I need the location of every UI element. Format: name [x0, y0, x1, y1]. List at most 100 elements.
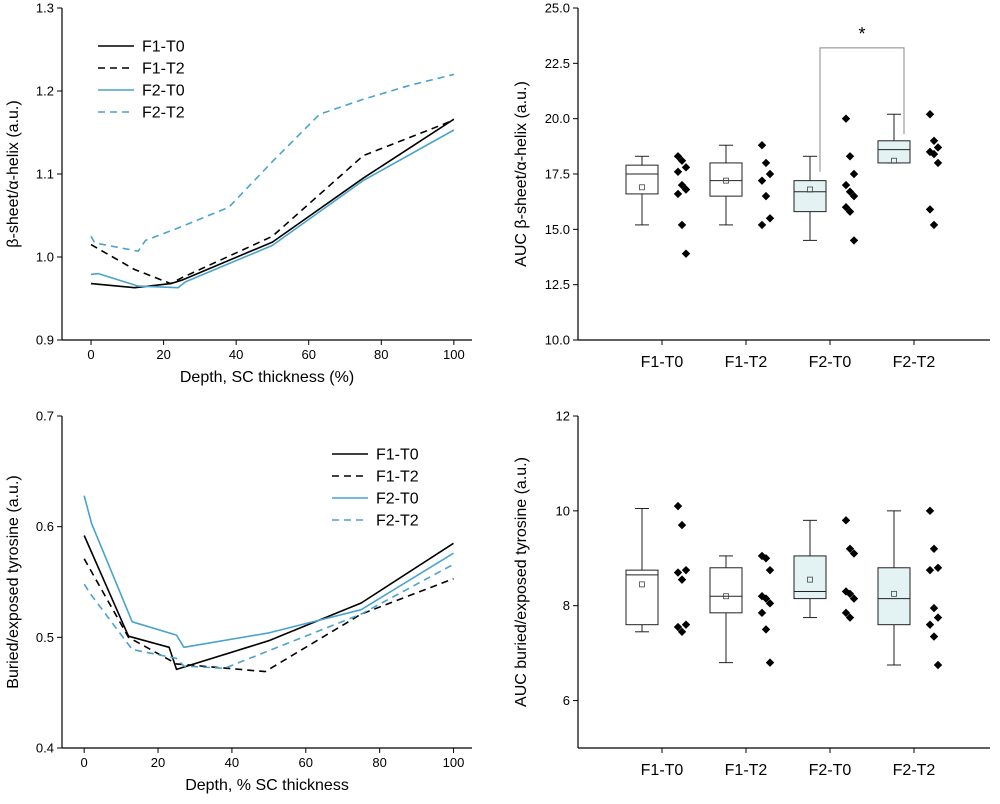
data-point-diamond: [925, 565, 935, 575]
data-point-diamond: [681, 163, 691, 172]
legend-label-f1-t2: F1-T2: [142, 61, 185, 78]
box-iqr: [625, 164, 659, 195]
y-tick-label: 22.5: [545, 56, 570, 71]
y-tick-label: 10: [556, 503, 570, 518]
y-axis-label: β-sheet/α-helix (a.u.): [5, 100, 22, 247]
data-point-diamond: [677, 520, 687, 530]
x-tick-label: 40: [229, 347, 243, 362]
y-tick-label: 6: [563, 693, 570, 708]
data-point-diamond: [933, 613, 943, 622]
y-axis-label: AUC β-sheet/α-helix (a.u.): [513, 81, 530, 267]
data-point-diamond: [849, 191, 859, 201]
x-category-label: F2-T0: [809, 354, 852, 371]
series-line-f2-t0: [83, 495, 454, 649]
y-tick-label: 17.5: [545, 167, 570, 182]
data-point-diamond: [673, 501, 683, 511]
y-tick-label: 25.0: [545, 1, 570, 16]
panel-c-line-chart: 0.4 0.5 0.6 0.7 Buried/exposed tyrosine (a.u…: [5, 409, 472, 794]
data-point-diamond: [929, 149, 939, 159]
panel-d-box-chart: 6 8 10 12 AUC buried/exposed tyrosine (a.u.)…: [513, 409, 990, 779]
data-point-diamond: [845, 187, 855, 196]
data-point-diamond: [845, 613, 855, 622]
legend-label-f1-t0: F1-T0: [376, 447, 419, 464]
box-iqr: [709, 567, 743, 614]
data-point-diamond: [841, 114, 851, 123]
data-point-diamond: [845, 589, 855, 599]
data-point-diamond: [765, 214, 775, 223]
data-point-diamond: [925, 620, 935, 629]
data-point-diamond: [929, 632, 939, 641]
box-mean-marker: [639, 184, 645, 191]
data-point-diamond: [841, 203, 851, 212]
x-category-label: F1-T0: [641, 762, 684, 779]
data-point-diamond: [761, 594, 771, 603]
y-tick-label: 8: [563, 598, 570, 613]
data-point-diamond: [765, 565, 775, 575]
data-point-diamond: [681, 185, 691, 194]
x-tick-label: 60: [301, 347, 315, 362]
x-tick-label: 20: [151, 755, 165, 770]
data-point-diamond: [757, 608, 767, 618]
x-category-label: F1-T2: [725, 762, 768, 779]
box-mean-marker: [891, 157, 897, 164]
x-category-label: F1-T0: [641, 354, 684, 371]
series-line-f2-t0: [90, 129, 455, 289]
data-point-diamond: [677, 627, 687, 636]
x-tick-label: 100: [443, 347, 465, 362]
y-tick-label: 20.0: [545, 111, 570, 126]
y-tick-label: 0.9: [36, 333, 54, 348]
panel-a-line-chart: 0.9 1.0 1.1 1.2 1.3 β-sheet/α-helix (a.u.) 0 20…: [5, 1, 472, 386]
box-mean-marker: [891, 590, 897, 597]
y-axis-label: Buried/exposed tyrosine (a.u.): [5, 475, 22, 688]
box-mean-marker: [639, 581, 645, 588]
series-line-f1-t0: [83, 535, 454, 671]
data-point-diamond: [761, 625, 771, 634]
data-point-diamond: [929, 603, 939, 613]
y-tick-label: 1.2: [36, 84, 54, 99]
x-tick-label: 20: [156, 347, 170, 362]
x-category-label: F2-T2: [893, 354, 936, 371]
data-point-diamond: [673, 568, 683, 577]
data-point-diamond: [925, 110, 935, 119]
significance-bracket: [819, 47, 905, 172]
data-point-diamond: [673, 189, 683, 199]
legend-label-f1-t2: F1-T2: [376, 469, 419, 486]
data-point-diamond: [841, 180, 851, 190]
data-point-diamond: [757, 220, 767, 230]
data-point-diamond: [849, 236, 859, 245]
significance-star: *: [858, 24, 865, 44]
y-tick-label: 0.4: [36, 741, 54, 756]
data-point-diamond: [757, 176, 767, 185]
data-point-diamond: [673, 622, 683, 632]
x-tick-label: 0: [87, 347, 94, 362]
y-tick-label: 0.7: [36, 409, 54, 424]
legend-label-f2-t0: F2-T0: [376, 491, 419, 508]
data-point-diamond: [761, 554, 771, 563]
data-point-diamond: [849, 169, 859, 179]
data-point-diamond: [765, 658, 775, 667]
legend-label-f2-t2: F2-T2: [142, 105, 185, 122]
x-tick-label: 100: [443, 755, 465, 770]
box-mean-marker: [807, 186, 813, 193]
data-point-diamond: [925, 506, 935, 516]
x-tick-label: 80: [372, 755, 386, 770]
legend-label-f2-t2: F2-T2: [376, 513, 419, 530]
x-axis-label: Depth, SC thickness (%): [180, 369, 354, 386]
box-iqr: [625, 569, 659, 626]
data-point-diamond: [849, 549, 859, 558]
y-tick-label: 1.0: [36, 250, 54, 265]
data-point-diamond: [929, 136, 939, 145]
x-category-label: F2-T2: [893, 762, 936, 779]
box-iqr: [709, 162, 743, 197]
data-point-diamond: [757, 141, 767, 150]
data-point-diamond: [841, 608, 851, 618]
y-tick-label: 15.0: [545, 222, 570, 237]
box-mean-marker: [807, 576, 813, 583]
y-tick-label: 10.0: [545, 333, 570, 348]
y-tick-label: 0.6: [36, 519, 54, 534]
data-point-diamond: [765, 169, 775, 179]
y-tick-label: 12.5: [545, 277, 570, 292]
x-tick-label: 80: [374, 347, 388, 362]
x-tick-label: 60: [299, 755, 313, 770]
data-point-diamond: [677, 180, 687, 190]
